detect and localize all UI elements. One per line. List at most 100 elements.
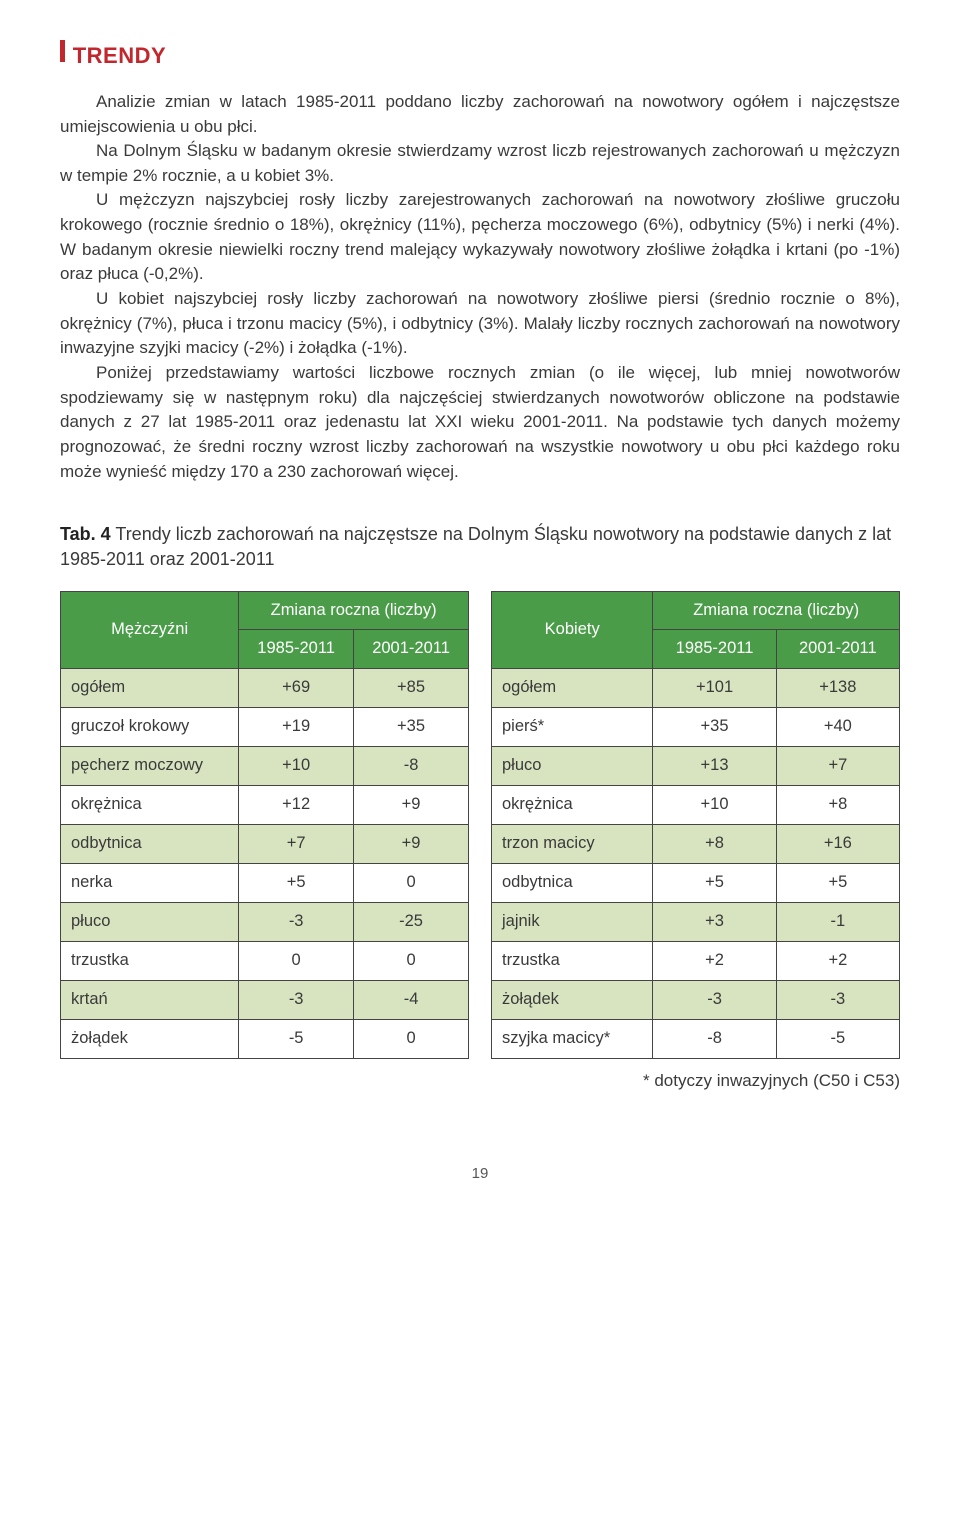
table-row: ogółem+101+138	[492, 669, 900, 708]
men-row-value-a: -5	[239, 1019, 354, 1058]
women-table: Kobiety Zmiana roczna (liczby) 1985-2011…	[491, 591, 900, 1059]
table-row: żołądek-50	[61, 1019, 469, 1058]
men-row-label: pęcherz moczowy	[61, 747, 239, 786]
women-row-value-a: +2	[653, 941, 776, 980]
women-row-value-a: +13	[653, 747, 776, 786]
men-row-label: ogółem	[61, 669, 239, 708]
table-row: krtań-3-4	[61, 980, 469, 1019]
table-caption-text: Trendy liczb zachorowań na najczęstsze n…	[60, 524, 891, 569]
table-row: pęcherz moczowy+10-8	[61, 747, 469, 786]
table-row: szyjka macicy*-8-5	[492, 1019, 900, 1058]
men-row-value-b: +9	[354, 786, 469, 825]
table-row: ogółem+69+85	[61, 669, 469, 708]
women-row-value-b: +5	[776, 863, 899, 902]
men-row-value-b: -8	[354, 747, 469, 786]
men-row-label: odbytnica	[61, 825, 239, 864]
men-row-value-b: +35	[354, 708, 469, 747]
women-row-value-a: +5	[653, 863, 776, 902]
women-row-value-b: -3	[776, 980, 899, 1019]
table-row: gruczoł krokowy+19+35	[61, 708, 469, 747]
men-table-header-period-b: 2001-2011	[354, 630, 469, 669]
men-row-value-b: -25	[354, 902, 469, 941]
men-row-value-b: -4	[354, 980, 469, 1019]
section-header: TRENDY	[60, 40, 900, 72]
men-table-header-period-a: 1985-2011	[239, 630, 354, 669]
men-row-label: gruczoł krokowy	[61, 708, 239, 747]
men-row-value-a: +10	[239, 747, 354, 786]
women-row-label: ogółem	[492, 669, 653, 708]
women-row-value-a: +35	[653, 708, 776, 747]
table-row: płuco+13+7	[492, 747, 900, 786]
table-row: nerka+50	[61, 863, 469, 902]
section-title: TRENDY	[73, 40, 166, 72]
table-row: płuco-3-25	[61, 902, 469, 941]
women-row-value-b: -1	[776, 902, 899, 941]
women-table-header-main: Kobiety	[492, 591, 653, 669]
men-row-value-a: +69	[239, 669, 354, 708]
men-row-value-a: +19	[239, 708, 354, 747]
women-table-body: ogółem+101+138pierś*+35+40płuco+13+7okrę…	[492, 669, 900, 1058]
paragraph-4: U kobiet najszybciej rosły liczby zachor…	[60, 287, 900, 361]
women-row-value-a: +3	[653, 902, 776, 941]
women-row-value-b: +2	[776, 941, 899, 980]
men-row-label: nerka	[61, 863, 239, 902]
section-marker	[60, 40, 65, 62]
women-row-value-b: +40	[776, 708, 899, 747]
women-row-value-a: +101	[653, 669, 776, 708]
women-row-value-b: +138	[776, 669, 899, 708]
men-row-value-b: +9	[354, 825, 469, 864]
men-row-value-a: 0	[239, 941, 354, 980]
table-row: odbytnica+7+9	[61, 825, 469, 864]
table-caption-label: Tab. 4	[60, 524, 111, 544]
women-row-label: pierś*	[492, 708, 653, 747]
women-row-label: trzustka	[492, 941, 653, 980]
table-caption: Tab. 4 Trendy liczb zachorowań na najczę…	[60, 522, 900, 572]
women-row-label: odbytnica	[492, 863, 653, 902]
women-table-header-period-b: 2001-2011	[776, 630, 899, 669]
table-footnote: * dotyczy inwazyjnych (C50 i C53)	[60, 1069, 900, 1094]
women-row-label: trzon macicy	[492, 825, 653, 864]
table-row: jajnik+3-1	[492, 902, 900, 941]
men-row-value-a: +5	[239, 863, 354, 902]
men-row-value-a: +7	[239, 825, 354, 864]
men-row-value-a: -3	[239, 980, 354, 1019]
men-row-label: płuco	[61, 902, 239, 941]
men-table-header-change: Zmiana roczna (liczby)	[239, 591, 469, 630]
page-number: 19	[60, 1163, 900, 1185]
men-row-label: trzustka	[61, 941, 239, 980]
women-row-value-a: -8	[653, 1019, 776, 1058]
men-table: Mężczyźni Zmiana roczna (liczby) 1985-20…	[60, 591, 469, 1059]
tables-row: Mężczyźni Zmiana roczna (liczby) 1985-20…	[60, 591, 900, 1059]
men-row-value-b: 0	[354, 941, 469, 980]
men-row-label: żołądek	[61, 1019, 239, 1058]
men-row-value-a: -3	[239, 902, 354, 941]
women-row-value-b: +7	[776, 747, 899, 786]
women-table-header-change: Zmiana roczna (liczby)	[653, 591, 900, 630]
men-row-value-b: +85	[354, 669, 469, 708]
women-row-value-a: +10	[653, 786, 776, 825]
women-table-header-period-a: 1985-2011	[653, 630, 776, 669]
women-row-value-b: +16	[776, 825, 899, 864]
women-row-value-b: -5	[776, 1019, 899, 1058]
paragraph-3: U mężczyzn najszybciej rosły liczby zare…	[60, 188, 900, 287]
table-row: trzon macicy+8+16	[492, 825, 900, 864]
paragraph-5: Poniżej przedstawiamy wartości liczbowe …	[60, 361, 900, 484]
women-row-label: jajnik	[492, 902, 653, 941]
table-row: odbytnica+5+5	[492, 863, 900, 902]
women-row-label: szyjka macicy*	[492, 1019, 653, 1058]
women-row-label: okrężnica	[492, 786, 653, 825]
men-row-value-a: +12	[239, 786, 354, 825]
table-row: żołądek-3-3	[492, 980, 900, 1019]
men-row-label: krtań	[61, 980, 239, 1019]
men-table-header-main: Mężczyźni	[61, 591, 239, 669]
paragraph-2: Na Dolnym Śląsku w badanym okresie stwie…	[60, 139, 900, 188]
men-table-body: ogółem+69+85gruczoł krokowy+19+35pęcherz…	[61, 669, 469, 1058]
women-row-value-b: +8	[776, 786, 899, 825]
women-row-label: płuco	[492, 747, 653, 786]
table-row: trzustka00	[61, 941, 469, 980]
women-row-label: żołądek	[492, 980, 653, 1019]
body-text: Analizie zmian w latach 1985-2011 poddan…	[60, 90, 900, 484]
paragraph-1: Analizie zmian w latach 1985-2011 poddan…	[60, 90, 900, 139]
table-row: pierś*+35+40	[492, 708, 900, 747]
table-row: okrężnica+10+8	[492, 786, 900, 825]
